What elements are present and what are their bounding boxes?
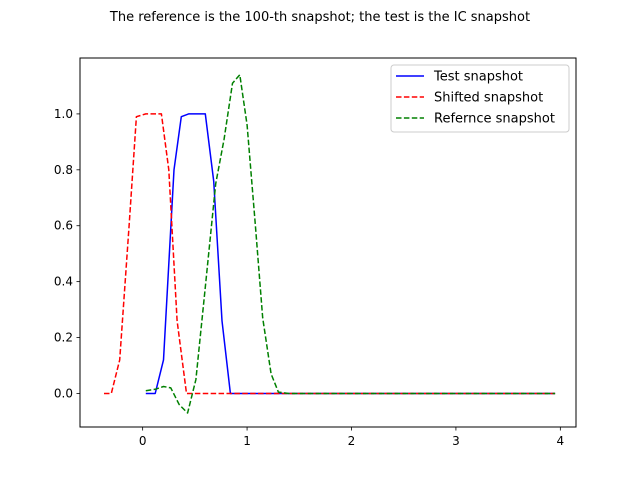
y-tick-label: 1.0 — [54, 107, 73, 121]
plot-frame — [79, 57, 577, 428]
axis-layer: 0 1 2 3 4 0.0 0.2 0.4 0.6 0.8 1.0 — [54, 107, 564, 448]
y-tick-label: 0.6 — [54, 219, 73, 233]
legend: Test snapshot Shifted snapshot Refernce … — [390, 64, 570, 133]
x-tick-label: 4 — [557, 434, 565, 448]
x-tick-label: 2 — [348, 434, 356, 448]
y-tick-label: 0.2 — [54, 331, 73, 345]
legend-box — [390, 64, 570, 133]
legend-label-test: Test snapshot — [433, 70, 523, 85]
legend-label-reference: Refernce snapshot — [434, 112, 555, 127]
y-tick-label: 0.4 — [54, 275, 73, 289]
y-tick-label: 0.0 — [54, 386, 73, 400]
series-layer — [104, 74, 556, 414]
chart-title: The reference is the 100-th snapshot; th… — [109, 10, 530, 25]
x-tick-label: 3 — [452, 434, 460, 448]
x-tick-label: 0 — [139, 434, 147, 448]
y-tick-label: 0.8 — [54, 163, 73, 177]
legend-label-shifted: Shifted snapshot — [434, 91, 543, 106]
x-tick-label: 1 — [243, 434, 251, 448]
